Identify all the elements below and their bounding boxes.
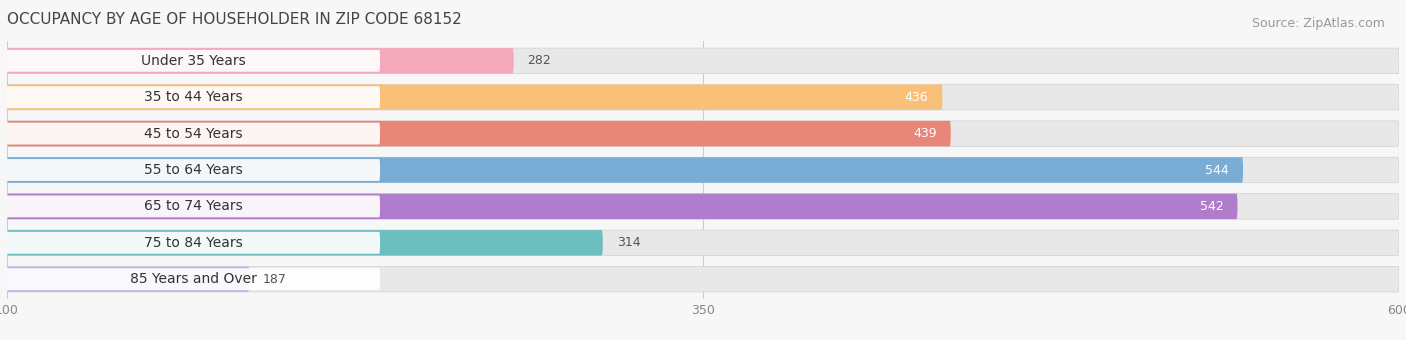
FancyBboxPatch shape bbox=[7, 267, 249, 292]
FancyBboxPatch shape bbox=[4, 232, 380, 254]
Text: Source: ZipAtlas.com: Source: ZipAtlas.com bbox=[1251, 17, 1385, 30]
FancyBboxPatch shape bbox=[7, 48, 513, 73]
FancyBboxPatch shape bbox=[7, 48, 1399, 73]
FancyBboxPatch shape bbox=[7, 230, 1399, 256]
FancyBboxPatch shape bbox=[7, 230, 603, 256]
FancyBboxPatch shape bbox=[7, 267, 1399, 292]
Text: 314: 314 bbox=[617, 236, 640, 249]
FancyBboxPatch shape bbox=[4, 195, 380, 217]
Text: 55 to 64 Years: 55 to 64 Years bbox=[145, 163, 243, 177]
Text: Under 35 Years: Under 35 Years bbox=[141, 54, 246, 68]
Text: 282: 282 bbox=[527, 54, 551, 67]
Text: 187: 187 bbox=[263, 273, 287, 286]
Text: 439: 439 bbox=[914, 127, 936, 140]
Text: 542: 542 bbox=[1199, 200, 1223, 213]
FancyBboxPatch shape bbox=[4, 123, 380, 144]
FancyBboxPatch shape bbox=[7, 84, 942, 110]
FancyBboxPatch shape bbox=[7, 157, 1243, 183]
FancyBboxPatch shape bbox=[7, 121, 950, 146]
FancyBboxPatch shape bbox=[7, 194, 1399, 219]
FancyBboxPatch shape bbox=[7, 121, 1399, 146]
FancyBboxPatch shape bbox=[7, 84, 1399, 110]
Text: 35 to 44 Years: 35 to 44 Years bbox=[145, 90, 243, 104]
Text: 544: 544 bbox=[1205, 164, 1229, 176]
Text: 75 to 84 Years: 75 to 84 Years bbox=[145, 236, 243, 250]
Text: 436: 436 bbox=[905, 91, 928, 104]
Text: 65 to 74 Years: 65 to 74 Years bbox=[145, 199, 243, 214]
Text: 45 to 54 Years: 45 to 54 Years bbox=[145, 126, 243, 141]
Text: 85 Years and Over: 85 Years and Over bbox=[131, 272, 257, 286]
Text: OCCUPANCY BY AGE OF HOUSEHOLDER IN ZIP CODE 68152: OCCUPANCY BY AGE OF HOUSEHOLDER IN ZIP C… bbox=[7, 12, 461, 27]
FancyBboxPatch shape bbox=[4, 86, 380, 108]
FancyBboxPatch shape bbox=[4, 268, 380, 290]
FancyBboxPatch shape bbox=[4, 50, 380, 72]
FancyBboxPatch shape bbox=[7, 157, 1399, 183]
FancyBboxPatch shape bbox=[7, 194, 1237, 219]
FancyBboxPatch shape bbox=[4, 159, 380, 181]
